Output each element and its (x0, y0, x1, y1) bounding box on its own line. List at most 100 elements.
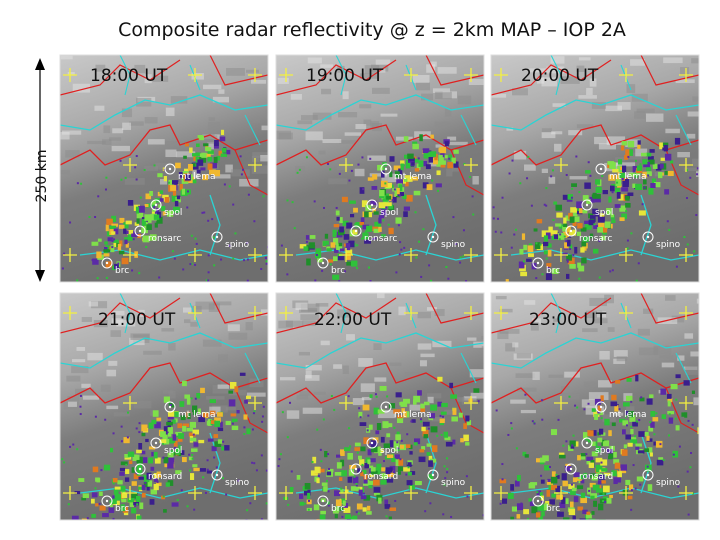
echo (138, 443, 143, 450)
echo (567, 194, 573, 200)
echo (119, 217, 125, 224)
clutter (576, 406, 579, 409)
echo (519, 248, 524, 255)
echo (429, 151, 437, 157)
echo (566, 273, 570, 279)
echo (577, 455, 581, 461)
echo (397, 471, 402, 475)
echo (315, 248, 321, 254)
clutter (519, 182, 522, 185)
echo (608, 174, 616, 181)
clutter (143, 169, 146, 172)
echo (588, 462, 594, 468)
echo (143, 481, 151, 488)
echo (592, 484, 600, 491)
clutter (162, 456, 165, 459)
echo (619, 217, 625, 222)
echo (595, 446, 602, 453)
echo (339, 217, 343, 224)
echo (465, 415, 470, 422)
echo (580, 454, 586, 460)
echo (120, 504, 126, 512)
echo (384, 504, 391, 509)
echo (339, 248, 345, 252)
clutter (568, 395, 571, 398)
clutter (153, 164, 156, 167)
clutter (290, 470, 293, 473)
clutter (643, 186, 646, 189)
echo (316, 478, 320, 484)
grid-cross (619, 486, 633, 500)
echo (91, 241, 99, 246)
grid-cross (63, 68, 77, 82)
echo (188, 432, 196, 437)
radar-site (211, 231, 223, 243)
echo (452, 439, 456, 445)
terrain-texture (302, 320, 316, 327)
terrain-texture (665, 128, 680, 134)
echo (386, 195, 392, 200)
clutter (194, 397, 197, 400)
echo (582, 509, 588, 514)
grid-cross (679, 396, 693, 410)
clutter (298, 168, 301, 171)
echo (580, 453, 586, 457)
echo (403, 206, 410, 211)
radar-site (164, 163, 176, 175)
echo (136, 515, 142, 520)
grid-cross (464, 68, 478, 82)
terrain-texture (136, 97, 152, 107)
terrain-texture (168, 390, 176, 399)
echo (339, 507, 345, 511)
echo (413, 395, 421, 403)
terrain-texture (315, 303, 329, 307)
terrain-texture (130, 333, 150, 340)
echo (309, 245, 316, 249)
echo (132, 454, 138, 461)
station-label: spol (595, 446, 613, 456)
clutter (180, 489, 183, 492)
echo (381, 473, 388, 479)
echo (528, 524, 531, 529)
clutter (585, 453, 588, 456)
clutter (328, 467, 331, 470)
clutter (207, 254, 210, 257)
clutter (349, 445, 352, 448)
echo (112, 239, 119, 243)
echo (667, 400, 671, 407)
echo (563, 231, 568, 239)
echo (378, 202, 386, 209)
echo (197, 159, 204, 166)
clutter (144, 481, 147, 484)
echo (396, 179, 403, 184)
echo (439, 160, 446, 165)
clutter (260, 454, 263, 457)
echo (432, 157, 438, 165)
clutter (189, 263, 192, 266)
terrain-texture (613, 350, 628, 357)
clutter (407, 466, 410, 469)
echo (167, 480, 174, 486)
echo (163, 176, 167, 182)
terrain-texture (203, 84, 222, 90)
clutter (322, 418, 325, 421)
echo (157, 191, 162, 197)
echo (184, 394, 191, 399)
echo (378, 217, 382, 224)
clutter (260, 267, 263, 270)
clutter (625, 424, 628, 427)
echo (334, 523, 338, 529)
echo (430, 426, 438, 433)
clutter (602, 499, 605, 502)
echo (382, 421, 389, 429)
echo (71, 515, 79, 520)
echo (145, 438, 149, 443)
clutter (565, 173, 568, 176)
clutter (88, 216, 91, 219)
echo (646, 435, 650, 441)
terrain-texture (190, 321, 198, 327)
terrain-texture (457, 95, 472, 105)
clutter (395, 271, 398, 274)
